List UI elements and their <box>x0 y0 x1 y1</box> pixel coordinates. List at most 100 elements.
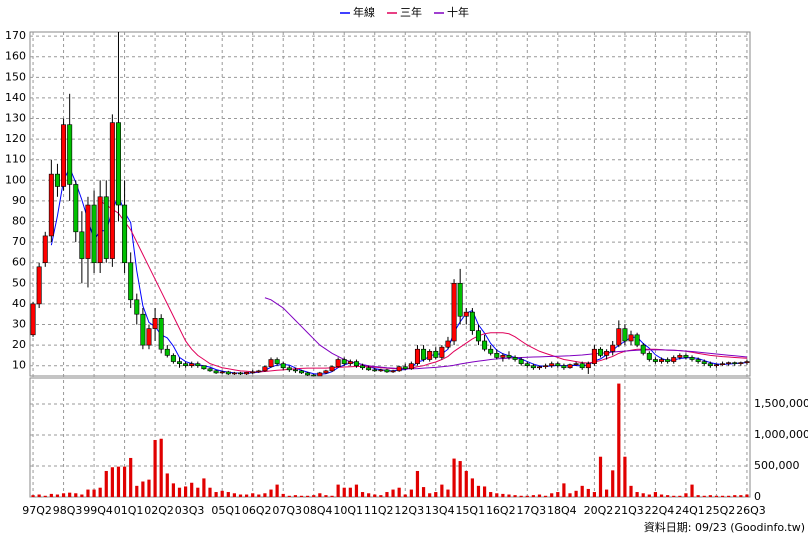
volume-bar <box>739 495 743 497</box>
candle-body <box>433 350 439 358</box>
volume-bar <box>122 466 127 497</box>
volume-bar <box>537 494 542 497</box>
candle-body <box>128 262 134 301</box>
y-tick-label: 110 <box>5 153 26 166</box>
candle-body <box>530 365 536 369</box>
candle-body <box>48 173 54 237</box>
volume-bar <box>104 470 108 497</box>
x-tick-label: 03Q3 <box>175 504 205 517</box>
candle-body <box>500 355 506 358</box>
x-tick-label: 25Q2 <box>706 504 736 517</box>
candle-body <box>408 363 414 370</box>
volume-bar <box>299 495 304 497</box>
volume-bar <box>37 494 41 497</box>
candle-body <box>512 357 518 360</box>
x-tick-label: 02Q2 <box>144 504 174 517</box>
candle-body <box>73 184 79 233</box>
candle-body <box>170 355 176 362</box>
y-tick-label: 120 <box>5 132 26 145</box>
volume-bar <box>354 484 359 497</box>
volume-bar <box>43 495 47 497</box>
candle-body <box>543 365 549 368</box>
candle-body <box>549 363 555 367</box>
candle-body <box>634 334 640 346</box>
volume-bar <box>476 485 481 497</box>
volume-bar <box>714 495 719 497</box>
candle-body <box>30 303 36 336</box>
volume-bar <box>543 495 548 497</box>
volume-bar <box>360 492 365 497</box>
volume-panel <box>29 377 751 498</box>
volume-bar <box>55 494 60 497</box>
volume-bar <box>251 493 255 497</box>
candle-body <box>390 370 396 373</box>
candle-body <box>140 313 146 346</box>
volume-bar <box>574 490 578 497</box>
volume-bar <box>31 495 35 497</box>
candle-body <box>695 359 701 362</box>
x-tick-label: 10Q1 <box>333 504 363 517</box>
x-tick-label: 21Q3 <box>614 504 644 517</box>
volume-bar <box>342 487 346 497</box>
volume-bar <box>232 493 237 497</box>
candle-body <box>598 348 604 356</box>
volume-bar <box>324 495 328 497</box>
volume-bar <box>415 470 420 497</box>
candle-body <box>61 124 67 187</box>
candle-body <box>268 359 274 368</box>
x-tick-label: 22Q4 <box>645 504 675 517</box>
candle-body <box>573 363 579 365</box>
volume-bar <box>440 484 444 497</box>
candle-body <box>720 363 726 365</box>
candle-body <box>488 348 494 354</box>
volume-bar <box>684 493 688 497</box>
candle-body <box>134 299 140 315</box>
candle-body <box>42 235 48 264</box>
candle-body <box>372 369 378 372</box>
x-tick-label: 16Q2 <box>486 504 516 517</box>
candle-body <box>726 362 732 364</box>
candle-body <box>518 359 524 364</box>
volume-bar <box>507 494 511 497</box>
candle-body <box>567 364 573 369</box>
volume-bar <box>696 495 700 497</box>
candle-body <box>732 362 738 364</box>
volume-bar <box>489 492 493 497</box>
candle-body <box>396 366 402 372</box>
volume-bar <box>348 487 352 497</box>
candle-body <box>323 370 329 374</box>
candle-body <box>164 348 170 356</box>
volume-bar <box>556 492 560 497</box>
candle-body <box>91 204 97 264</box>
volume-bar <box>293 495 298 497</box>
volume-bar <box>183 486 188 497</box>
volume-bar <box>629 485 633 497</box>
candle-body <box>158 318 164 350</box>
y-tick-label: 70 <box>12 235 26 248</box>
volume-bar <box>470 478 474 497</box>
candle-body <box>628 334 634 342</box>
legend-label: 年線 <box>353 5 375 19</box>
candle-body <box>604 350 610 356</box>
y-tick-label: 20 <box>12 338 26 351</box>
volume-bar <box>86 489 90 497</box>
candle-body <box>701 361 707 364</box>
candle-body <box>738 362 744 364</box>
candle-body <box>97 196 103 264</box>
candle-body <box>427 350 433 360</box>
candle-body <box>262 366 268 372</box>
volume-bar <box>434 492 438 497</box>
volume-bar <box>550 493 554 497</box>
x-tick-label: 26Q3 <box>736 504 766 517</box>
volume-bar <box>623 456 627 497</box>
legend-label: 三年 <box>400 5 422 19</box>
y-tick-label: 60 <box>12 256 26 269</box>
volume-bar <box>336 484 340 497</box>
y-tick-label: 50 <box>12 276 26 289</box>
volume-bar <box>568 493 572 497</box>
volume-bar <box>275 484 279 497</box>
candle-body <box>585 363 591 369</box>
y-tick-label: 160 <box>5 50 26 63</box>
volume-bar <box>257 494 261 497</box>
volume-bar <box>672 495 676 497</box>
